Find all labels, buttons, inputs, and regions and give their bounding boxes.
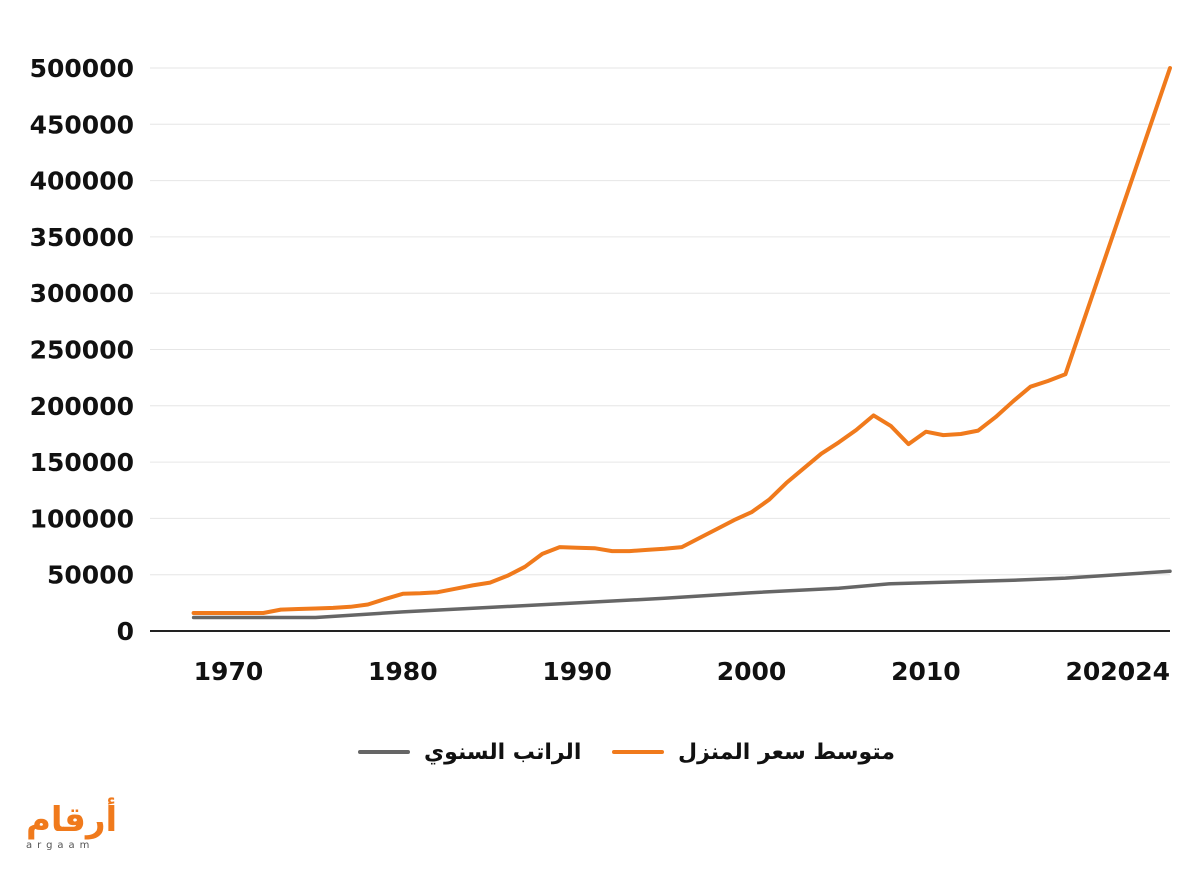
y-tick-label: 350000: [30, 223, 134, 252]
x-tick-label: 2024: [1100, 657, 1170, 686]
y-tick-label: 400000: [30, 167, 134, 196]
y-tick-label: 250000: [30, 336, 134, 365]
y-tick-label: 100000: [30, 504, 134, 533]
legend-swatch-house-price: [612, 750, 664, 754]
legend-swatch-salary: [358, 750, 410, 754]
legend: متوسط سعر المنزل الراتب السنوي: [0, 730, 1200, 774]
x-tick-label: 1990: [542, 657, 612, 686]
line-chart: 0 50000 100000 150000 200000 250000 300000 3500…: [30, 54, 1172, 686]
y-tick-label: 500000: [30, 54, 134, 83]
x-tick-label: 2020: [1065, 657, 1135, 686]
logo-latin: argaam: [26, 840, 95, 851]
y-tick-label: 150000: [30, 448, 134, 477]
y-tick-label: 200000: [30, 392, 134, 421]
y-axis-ticks: 0 50000 100000 150000 200000 250000 300000 3500…: [30, 54, 134, 646]
x-tick-label: 2010: [891, 657, 961, 686]
argaam-logo: أرقام argaam: [26, 800, 136, 856]
series-lines: [191, 66, 1172, 620]
gridlines: [150, 67, 1170, 576]
legend-item-house-price: متوسط سعر المنزل: [612, 730, 895, 774]
y-tick-label: 50000: [47, 561, 134, 590]
y-tick-label: 0: [117, 617, 134, 646]
x-tick-label: 1970: [194, 657, 264, 686]
legend-label-salary: الراتب السنوي: [424, 739, 582, 765]
x-tick-label: 2000: [717, 657, 787, 686]
series-line-salary: [191, 569, 1172, 620]
series-line-house-price: [191, 66, 1172, 615]
legend-label-house-price: متوسط سعر المنزل: [678, 739, 895, 765]
y-tick-label: 450000: [30, 110, 134, 139]
legend-item-salary: الراتب السنوي: [358, 730, 581, 774]
y-tick-label: 300000: [30, 279, 134, 308]
x-tick-label: 1980: [368, 657, 438, 686]
logo-arabic: أرقام: [26, 800, 118, 840]
